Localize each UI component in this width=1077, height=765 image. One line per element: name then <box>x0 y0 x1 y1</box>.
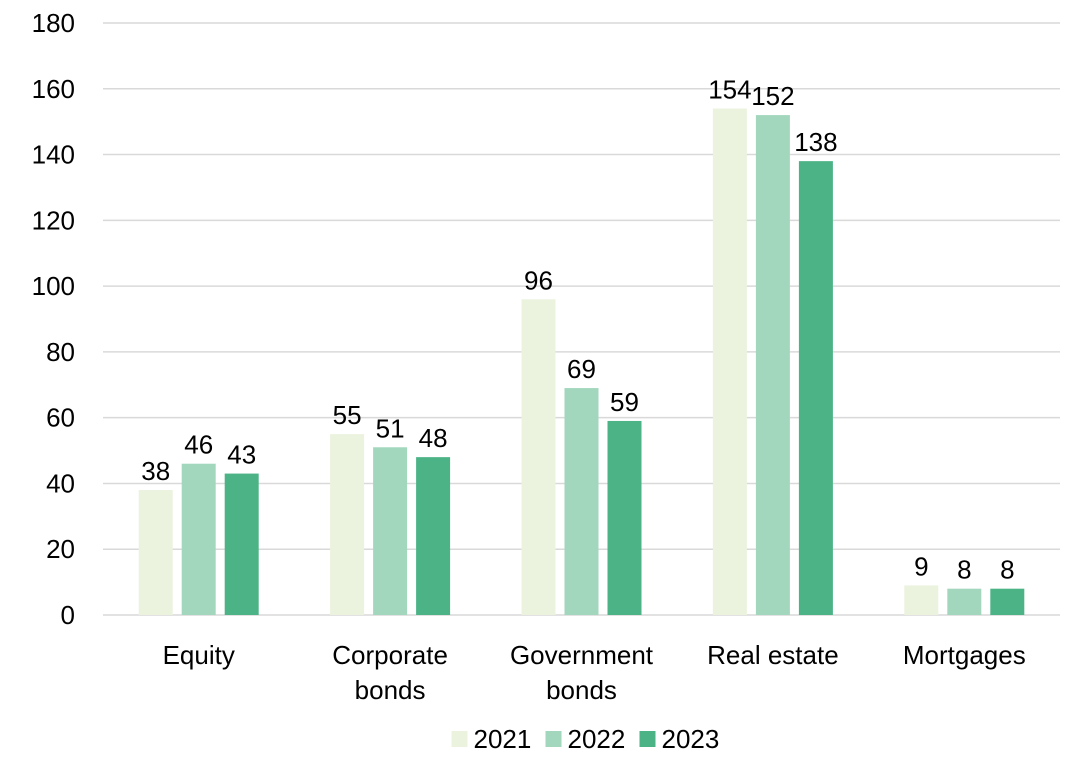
category-label: Equity <box>163 640 235 670</box>
bar-2022 <box>947 588 982 615</box>
category-label: bonds <box>546 675 617 705</box>
legend-label: 2021 <box>474 724 532 754</box>
legend-label: 2023 <box>662 724 720 754</box>
legend-swatch-2021 <box>451 731 468 747</box>
data-label: 51 <box>376 413 405 443</box>
legend-swatch-2023 <box>639 731 656 747</box>
y-tick-label: 100 <box>32 271 75 301</box>
data-label: 48 <box>419 423 448 453</box>
bar-2023 <box>607 420 642 615</box>
bar-2023 <box>990 588 1025 615</box>
data-label: 43 <box>227 440 256 470</box>
data-label: 152 <box>751 81 794 111</box>
category-label: Real estate <box>707 640 839 670</box>
data-label: 154 <box>708 75 751 105</box>
data-label: 8 <box>957 555 971 585</box>
bars <box>138 108 1025 615</box>
bar-2023 <box>224 473 259 615</box>
y-tick-label: 20 <box>46 534 75 564</box>
data-label: 55 <box>333 400 362 430</box>
category-label: Mortgages <box>903 640 1026 670</box>
y-axis-ticks: 0 20 40 60 80 100 120 140 160 180 <box>32 8 75 630</box>
y-tick-label: 140 <box>32 140 75 170</box>
data-label: 59 <box>610 387 639 417</box>
category-label: Corporate <box>332 640 448 670</box>
data-label: 96 <box>524 265 553 295</box>
legend: 2021 2022 2023 <box>451 724 720 754</box>
y-tick-label: 120 <box>32 205 75 235</box>
data-label: 8 <box>1000 555 1014 585</box>
y-tick-label: 0 <box>61 600 75 630</box>
bar-2021 <box>904 585 939 615</box>
category-label: Government <box>510 640 654 670</box>
bar-2022 <box>181 463 216 615</box>
bar-2021 <box>138 490 173 615</box>
data-label: 38 <box>141 456 170 486</box>
bar-2022 <box>373 447 408 615</box>
legend-label: 2022 <box>568 724 626 754</box>
y-tick-label: 160 <box>32 74 75 104</box>
bar-2021 <box>712 108 747 615</box>
y-tick-label: 180 <box>32 8 75 38</box>
y-tick-label: 60 <box>46 403 75 433</box>
data-label: 9 <box>914 551 928 581</box>
x-axis-categories: Equity Corporate bonds Government bonds Real … <box>163 640 1026 705</box>
bar-2022 <box>564 388 599 615</box>
y-tick-label: 80 <box>46 337 75 367</box>
y-tick-label: 40 <box>46 468 75 498</box>
legend-swatch-2022 <box>545 731 562 747</box>
bar-2023 <box>798 161 833 615</box>
bar-2022 <box>755 115 790 615</box>
bar-2021 <box>330 434 365 615</box>
bar-2021 <box>521 299 556 615</box>
bar-2023 <box>416 457 451 615</box>
data-label: 69 <box>567 354 596 384</box>
gridlines <box>103 22 1060 616</box>
data-label: 46 <box>184 430 213 460</box>
data-label: 138 <box>794 127 837 157</box>
category-label: bonds <box>355 675 426 705</box>
